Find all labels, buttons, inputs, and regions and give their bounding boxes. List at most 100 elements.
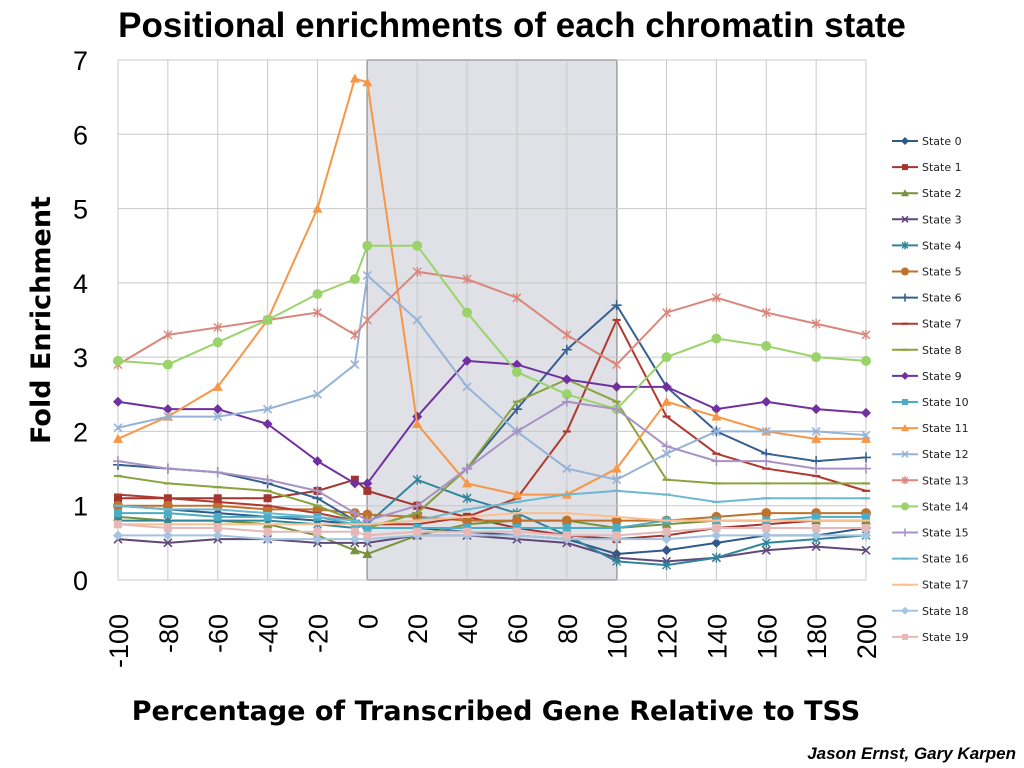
data-point xyxy=(263,494,272,503)
legend-label: State 19 xyxy=(922,631,969,644)
legend-entry: State 9 xyxy=(892,370,962,383)
data-point xyxy=(811,530,822,541)
legend-label: State 14 xyxy=(922,500,969,513)
x-tick-label: -40 xyxy=(254,614,284,653)
chart-title: Positional enrichments of each chromatin… xyxy=(118,6,906,45)
data-point xyxy=(861,407,871,418)
data-point xyxy=(163,538,173,548)
data-point xyxy=(711,530,722,541)
y-tick-label: 7 xyxy=(73,46,88,76)
legend-marker xyxy=(902,399,908,405)
data-point xyxy=(612,531,621,540)
x-tick-label: -80 xyxy=(154,614,184,653)
data-point xyxy=(561,515,572,526)
data-point xyxy=(811,352,822,363)
data-point xyxy=(662,560,672,571)
data-point xyxy=(711,426,721,436)
legend-entry: State 12 xyxy=(892,448,969,461)
data-point xyxy=(661,534,672,545)
data-point xyxy=(512,292,522,303)
data-point xyxy=(350,527,359,536)
x-tick-label: 140 xyxy=(702,614,732,659)
data-point xyxy=(263,404,273,414)
data-point xyxy=(512,527,521,536)
legend-label: State 3 xyxy=(922,213,962,226)
legend-label: State 16 xyxy=(922,553,969,566)
data-point xyxy=(761,341,772,351)
data-point xyxy=(711,333,722,344)
legend-marker xyxy=(901,189,909,197)
legend-label: State 17 xyxy=(922,579,969,592)
data-point xyxy=(162,404,173,415)
data-point xyxy=(262,474,273,485)
data-point xyxy=(349,534,360,545)
x-tick-label: -60 xyxy=(204,614,234,653)
data-point xyxy=(412,240,423,251)
data-point xyxy=(114,509,122,518)
data-point xyxy=(562,531,571,540)
data-point xyxy=(113,530,123,541)
legend-marker xyxy=(902,633,908,640)
data-point xyxy=(462,274,472,285)
data-point xyxy=(312,485,323,496)
legend-entry: State 3 xyxy=(892,213,962,226)
data-point xyxy=(861,329,871,340)
legend-label: State 11 xyxy=(922,422,969,435)
y-tick-label: 2 xyxy=(73,417,88,447)
data-point xyxy=(349,478,360,489)
data-point xyxy=(612,359,622,370)
data-point xyxy=(163,329,173,340)
data-point xyxy=(661,545,672,556)
data-point xyxy=(761,456,772,467)
data-point xyxy=(711,456,722,467)
data-point xyxy=(212,381,223,391)
legend-label: State 5 xyxy=(922,266,962,279)
author-credit: Jason Ernst, Gary Karpen xyxy=(807,744,1016,763)
data-point xyxy=(113,396,123,407)
data-point xyxy=(212,467,223,478)
data-point xyxy=(761,307,771,318)
data-point xyxy=(711,537,722,548)
data-point xyxy=(662,527,671,536)
data-point xyxy=(350,360,360,370)
legend-entry: State 16 xyxy=(892,553,969,566)
legend-entry: State 4 xyxy=(892,239,962,252)
data-point xyxy=(561,374,572,385)
legend-label: State 6 xyxy=(922,292,962,305)
legend-label: State 7 xyxy=(922,318,962,331)
data-point xyxy=(312,289,323,299)
data-point xyxy=(612,556,622,567)
x-tick-label: 80 xyxy=(553,614,583,644)
data-point xyxy=(349,545,360,555)
data-point xyxy=(661,449,672,459)
data-point xyxy=(611,463,622,473)
legend-marker xyxy=(901,450,909,458)
data-point xyxy=(612,524,621,532)
legend-label: State 10 xyxy=(922,396,969,409)
x-tick-label: 120 xyxy=(653,614,683,659)
legend-entry: State 11 xyxy=(892,422,969,435)
legend-marker xyxy=(901,371,909,380)
series-state-12 xyxy=(113,270,871,485)
data-point xyxy=(862,524,870,532)
data-point xyxy=(811,318,821,329)
data-point xyxy=(162,530,173,541)
series-state-15 xyxy=(113,396,871,526)
legend-marker xyxy=(901,476,909,485)
legend-entry: State 19 xyxy=(892,631,969,644)
data-point xyxy=(412,266,422,277)
data-point xyxy=(811,404,822,415)
data-point xyxy=(861,355,871,366)
data-point xyxy=(262,419,273,429)
data-point xyxy=(812,512,821,521)
legend-marker xyxy=(901,424,909,432)
data-point xyxy=(661,441,672,452)
data-point xyxy=(113,355,123,366)
legend-entry: State 8 xyxy=(892,344,962,357)
data-point xyxy=(212,337,223,348)
legend-marker xyxy=(901,267,909,276)
data-point xyxy=(811,542,821,552)
data-point xyxy=(462,478,473,488)
data-point xyxy=(412,500,423,511)
